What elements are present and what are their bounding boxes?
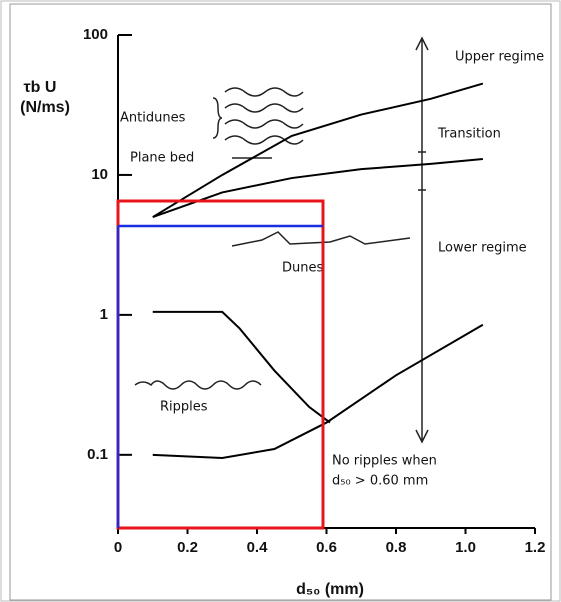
- regime-arrow: [416, 38, 428, 442]
- chart: τb U (N/ms) d₅₀ (mm) Upper regime Transi…: [0, 0, 561, 602]
- annotation: Dunes: [282, 261, 323, 276]
- x-tick-label: 0.6: [316, 539, 337, 556]
- x-tick-label: 1.0: [455, 539, 476, 556]
- ripple-sketch: [135, 381, 261, 389]
- y-label: τb U: [24, 79, 57, 96]
- boundary-line: [153, 325, 483, 458]
- brace: [213, 98, 222, 138]
- annotation: d₅₀ > 0.60 mm: [332, 474, 428, 489]
- boundary-line: [153, 84, 483, 218]
- y-tick-label: 0.1: [87, 446, 108, 463]
- x-tick-label: 1.2: [525, 539, 546, 556]
- antidune-sketch: [225, 88, 303, 96]
- annotation: Ripples: [160, 400, 208, 415]
- frame: [1, 1, 560, 601]
- annotation: No ripples when: [332, 454, 437, 469]
- annotation: Upper regime: [455, 50, 544, 65]
- annotation: Transition: [437, 127, 501, 142]
- x-tick-label: 0.2: [177, 539, 198, 556]
- y-tick-label: 100: [83, 26, 108, 43]
- x-tick-label: 0: [114, 539, 122, 556]
- y-tick-label: 1: [100, 306, 108, 323]
- x-tick-label: 0.8: [386, 539, 407, 556]
- x-tick-label: 0.4: [247, 539, 269, 556]
- annotation: Antidunes: [120, 111, 186, 126]
- sketches: [135, 38, 428, 442]
- annotation: Plane bed: [130, 151, 194, 166]
- y-label: (N/ms): [20, 99, 70, 116]
- antidune-sketch: [225, 120, 303, 128]
- antidune-sketch: [225, 104, 303, 112]
- highlight-box: [118, 201, 323, 528]
- y-tick-label: 10: [91, 166, 108, 183]
- x-label: d₅₀ (mm): [296, 581, 364, 598]
- dune-sketch: [232, 232, 410, 246]
- inner-frame: [10, 4, 551, 600]
- annotation: Lower regime: [438, 241, 527, 256]
